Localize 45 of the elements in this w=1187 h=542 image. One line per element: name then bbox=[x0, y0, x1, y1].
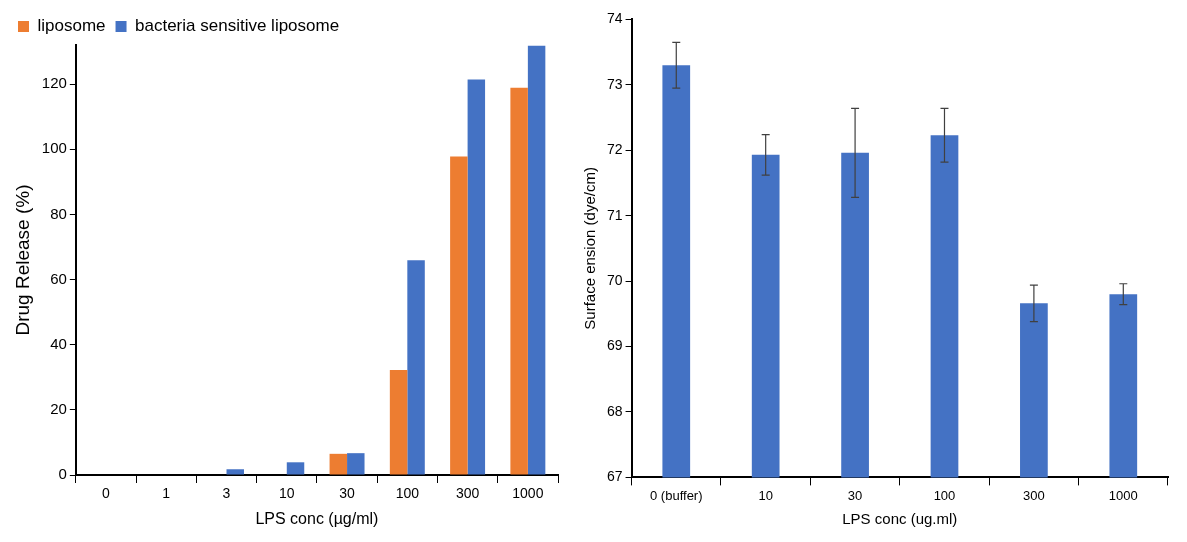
x-tick-label: 300 bbox=[1023, 487, 1045, 503]
bar bbox=[286, 462, 305, 475]
bar bbox=[347, 453, 365, 475]
y-tick-label: 70 bbox=[606, 271, 623, 288]
x-tick-label: 0 (buffer) bbox=[650, 487, 703, 503]
y-tick-label: 0 bbox=[58, 465, 67, 483]
x-tick-label: 300 bbox=[455, 485, 480, 502]
bar bbox=[450, 156, 468, 475]
bar bbox=[527, 45, 546, 475]
x-tick-label: 1000 bbox=[1108, 487, 1138, 503]
y-tick-label: 74 bbox=[606, 10, 623, 27]
x-axis-title: LPS conc (ug.ml) bbox=[842, 510, 958, 528]
y-axis-title: Surface ension (dye/cm) bbox=[581, 167, 599, 330]
x-axis-title: LPS conc (µg/ml) bbox=[255, 509, 379, 527]
y-tick-label: 72 bbox=[606, 141, 623, 158]
y-tick-label: 68 bbox=[606, 402, 623, 419]
bar bbox=[467, 79, 486, 475]
x-tick-label: 1000 bbox=[512, 485, 544, 502]
y-axis-title: Drug Release (%) bbox=[11, 184, 33, 336]
bar bbox=[389, 370, 408, 475]
y-tick-label: 100 bbox=[41, 139, 67, 157]
y-tick-label: 67 bbox=[606, 468, 623, 485]
y-tick-label: 69 bbox=[606, 337, 623, 354]
y-tick-label: 120 bbox=[41, 74, 67, 92]
y-tick-label: 80 bbox=[50, 204, 67, 222]
y-tick-label: 20 bbox=[50, 399, 67, 417]
x-tick-label: 10 bbox=[758, 487, 773, 503]
bar bbox=[510, 87, 528, 475]
legend-label: liposome bbox=[37, 16, 106, 36]
x-tick-label: 0 bbox=[102, 485, 111, 502]
bar bbox=[226, 469, 244, 475]
bar bbox=[407, 260, 425, 475]
x-tick-label: 1 bbox=[162, 485, 171, 502]
y-tick-label: 40 bbox=[50, 334, 67, 352]
x-tick-label: 100 bbox=[933, 487, 956, 503]
y-tick-label: 60 bbox=[50, 269, 67, 287]
y-tick-label: 73 bbox=[606, 75, 623, 92]
bar bbox=[329, 453, 348, 475]
legend-label: bacteria sensitive liposome bbox=[135, 16, 340, 36]
x-tick-label: 3 bbox=[222, 485, 231, 502]
x-tick-label: 30 bbox=[847, 487, 863, 503]
x-tick-label: 30 bbox=[339, 485, 356, 502]
x-tick-label: 10 bbox=[278, 485, 295, 502]
y-tick-label: 71 bbox=[606, 206, 623, 223]
x-tick-label: 100 bbox=[395, 485, 420, 502]
